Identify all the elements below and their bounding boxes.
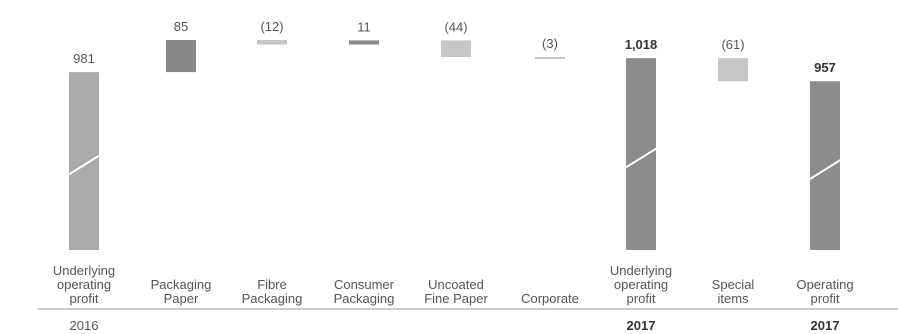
- year-label-7: 2017: [627, 318, 656, 333]
- category-label-3-line-2: Packaging: [242, 291, 303, 306]
- category-label-7-line-3: profit: [627, 291, 656, 306]
- value-label-1: 981: [73, 51, 95, 66]
- category-label-9-line-2: profit: [811, 291, 840, 306]
- bar-4: [349, 40, 379, 45]
- value-label-5: (44): [444, 19, 467, 34]
- category-label-5-line-1: Uncoated: [428, 277, 484, 292]
- value-labels-group: 981 85 (12) 11 (44) (3) 1,018 (61) 957: [73, 19, 836, 75]
- category-labels-group: UnderlyingoperatingprofitPackagingPaperF…: [53, 263, 854, 306]
- bar-6: [535, 57, 565, 60]
- category-label-5-line-2: Fine Paper: [424, 291, 488, 306]
- year-labels-group: 2016 2017 2017: [70, 318, 840, 333]
- bar-7: [626, 58, 656, 251]
- category-label-7-line-2: operating: [614, 277, 668, 292]
- value-label-6: (3): [542, 36, 558, 51]
- category-label-1-line-2: operating: [57, 277, 111, 292]
- bar-5: [441, 40, 471, 58]
- category-label-3-line-1: Fibre: [257, 277, 287, 292]
- category-label-2-line-2: Paper: [164, 291, 199, 306]
- category-label-4-line-2: Packaging: [334, 291, 395, 306]
- axis-break-mark-9: [808, 158, 842, 181]
- bar-8: [718, 58, 748, 82]
- category-label-1-line-3: profit: [70, 291, 99, 306]
- category-label-1-line-1: Underlying: [53, 263, 115, 278]
- bar-1: [69, 72, 99, 250]
- category-label-4-line-1: Consumer: [334, 277, 395, 292]
- category-label-9-line-1: Operating: [796, 277, 853, 292]
- category-label-8-line-2: items: [717, 291, 749, 306]
- year-label-9: 2017: [811, 318, 840, 333]
- category-label-2-line-1: Packaging: [151, 277, 212, 292]
- value-label-8: (61): [721, 37, 744, 52]
- category-label-7-line-1: Underlying: [610, 263, 672, 278]
- bars-group: [67, 40, 842, 251]
- value-label-4: 11: [357, 19, 371, 34]
- axis-break-mark-1: [67, 154, 101, 176]
- category-label-8-line-1: Special: [712, 277, 755, 292]
- category-label-6-line-1: Corporate: [521, 291, 579, 306]
- value-label-3: (12): [260, 19, 283, 34]
- bar-9: [810, 81, 840, 251]
- year-label-1: 2016: [70, 318, 99, 333]
- axis-break-mark-7: [624, 147, 658, 169]
- value-label-9: 957: [814, 60, 836, 75]
- value-label-7: 1,018: [625, 37, 658, 52]
- bar-2: [166, 40, 196, 73]
- value-label-2: 85: [174, 19, 188, 34]
- bar-3: [257, 40, 287, 45]
